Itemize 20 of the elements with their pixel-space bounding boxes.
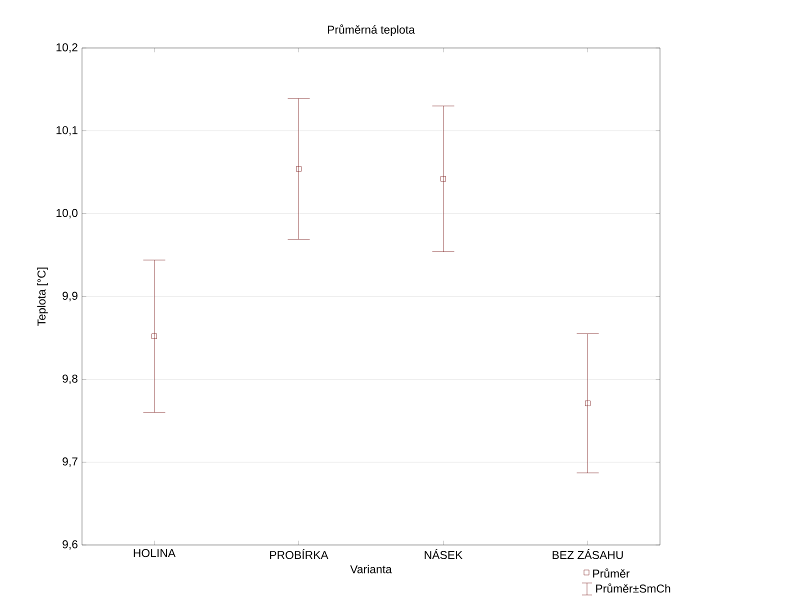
x-tick-label: NÁSEK	[424, 549, 463, 560]
chart-title: Průměrná teplota	[328, 24, 415, 36]
legend-label: Průměr	[593, 568, 630, 578]
point	[585, 400, 590, 406]
x-tick-label: HOLINA	[134, 549, 176, 558]
y-tick-label: 9,8	[62, 374, 78, 384]
y-tick-label: 10,1	[56, 126, 78, 136]
x-axis-title: Varianta	[350, 564, 392, 574]
text: Průměr±SmCh	[596, 583, 670, 593]
y-tick-label: 10,2	[56, 43, 78, 53]
y-tick-label: 10,0	[56, 208, 78, 218]
y-tick-label: 9,6	[62, 540, 78, 550]
x-tick-label: BEZ ZÁSAHU	[552, 549, 623, 560]
y-tick-label: 9,9	[62, 292, 78, 302]
x-tick-label: PROBÍRKA	[270, 549, 328, 560]
point	[152, 334, 157, 339]
y-axis-title: Teplota [°C]	[37, 268, 48, 326]
point	[440, 176, 446, 182]
point	[296, 166, 302, 172]
y-tick-label: 9,7	[62, 457, 78, 467]
